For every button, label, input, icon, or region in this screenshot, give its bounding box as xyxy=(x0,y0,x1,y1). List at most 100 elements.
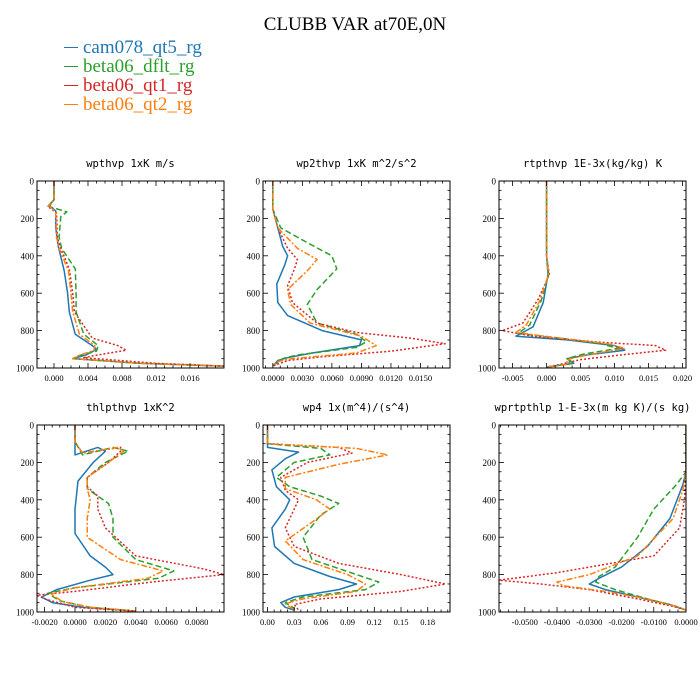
x-tick-label: 0.020 xyxy=(673,373,692,383)
y-tick-label: 800 xyxy=(483,570,497,580)
series-group xyxy=(37,425,224,612)
y-tick-label: 400 xyxy=(21,251,35,261)
series-group xyxy=(499,425,686,611)
series-line-4 xyxy=(49,425,164,612)
chart-panel-4: thlpthvp 1xK^2 0 200 400 600 800 1000-0.0020 0.… xyxy=(16,402,225,627)
series-line-3 xyxy=(499,425,686,611)
x-tick-label: 0.0090 xyxy=(350,373,373,383)
y-tick-label: 200 xyxy=(483,214,497,224)
series-line-1 xyxy=(266,425,358,611)
x-tick-label: 0.0020 xyxy=(94,617,117,627)
panel-title: wp2thvp 1xK m^2/s^2 xyxy=(296,158,416,170)
x-tick-label: 0.15 xyxy=(394,617,409,627)
panel-title: thlpthvp 1xK^2 xyxy=(86,402,175,414)
x-tick-label: 0.0030 xyxy=(291,373,314,383)
series-group xyxy=(47,181,224,367)
x-tick-label: 0.0150 xyxy=(409,373,432,383)
series-line-3 xyxy=(37,425,224,612)
panel-title: rtpthvp 1E-3x(kg/kg) K xyxy=(523,158,663,170)
y-tick-label: 0 xyxy=(30,421,35,431)
y-tick-label: 200 xyxy=(483,458,497,468)
page-title: CLUBB VAR at70E,0N xyxy=(263,14,447,35)
panel-title: wp4 1x(m^4)/(s^4) xyxy=(303,402,410,414)
legend-item: beta06_dflt_rg xyxy=(64,57,202,76)
x-tick-label: 0.0120 xyxy=(379,373,402,383)
series-line-1 xyxy=(272,181,363,367)
x-tick-label: -0.0020 xyxy=(31,617,57,627)
x-tick-label: -0.0200 xyxy=(608,617,634,627)
y-tick-label: 600 xyxy=(247,533,261,543)
chart-panel-1: wpthvp 1xK m/s 0 200 400 600 800 1000 0.000 0.00… xyxy=(16,158,225,383)
legend-item: cam078_qt5_rg xyxy=(64,38,202,57)
series-line-2 xyxy=(594,425,686,611)
chart-panel-3: rtpthvp 1E-3x(kg/kg) K 0 200 400 600 800 1000-… xyxy=(478,158,692,383)
y-tick-label: 800 xyxy=(21,326,35,336)
legend-label: beta06_qt1_rg xyxy=(83,75,193,96)
y-tick-label: 1000 xyxy=(16,364,35,374)
legend-swatch xyxy=(64,46,78,49)
x-tick-label: 0.03 xyxy=(287,617,302,627)
x-tick-label: 0.008 xyxy=(112,373,131,383)
y-tick-label: 0 xyxy=(492,177,497,187)
x-tick-label: -0.0500 xyxy=(512,617,538,627)
legend-swatch xyxy=(64,65,78,68)
y-tick-label: 600 xyxy=(483,289,497,299)
legend-item: beta06_qt2_rg xyxy=(64,95,202,114)
legend-swatch xyxy=(64,103,78,106)
y-tick-label: 800 xyxy=(21,570,35,580)
x-tick-label: 0.000 xyxy=(44,373,63,383)
x-tick-label: 0.0000 xyxy=(674,617,697,627)
x-tick-label: 0.0080 xyxy=(185,617,208,627)
x-tick-label: 0.015 xyxy=(639,373,658,383)
x-tick-label: -0.0300 xyxy=(576,617,602,627)
series-line-2 xyxy=(47,181,224,367)
y-tick-label: 400 xyxy=(21,495,35,505)
y-tick-label: 0 xyxy=(30,177,35,187)
x-tick-label: 0.06 xyxy=(313,617,328,627)
series-group xyxy=(266,425,447,611)
legend-item: beta06_qt1_rg xyxy=(64,76,202,95)
legend-label: beta06_qt2_rg xyxy=(83,94,193,115)
series-line-4 xyxy=(266,425,389,611)
y-tick-label: 400 xyxy=(483,495,497,505)
series-line-3 xyxy=(501,181,667,368)
x-tick-label: 0.0000 xyxy=(261,373,284,383)
x-tick-label: 0.09 xyxy=(340,617,355,627)
series-line-3 xyxy=(48,181,224,367)
y-tick-label: 200 xyxy=(21,458,35,468)
x-tick-label: 0.00 xyxy=(260,617,275,627)
series-line-4 xyxy=(556,425,686,611)
y-tick-label: 800 xyxy=(247,326,261,336)
x-tick-label: 0.004 xyxy=(78,373,98,383)
y-tick-label: 0 xyxy=(256,421,261,431)
legend-swatch xyxy=(64,84,78,87)
y-tick-label: 0 xyxy=(492,421,497,431)
panel-title: wprtpthlp 1-E-3x(m kg K)/(s kg) xyxy=(495,402,691,414)
y-tick-label: 200 xyxy=(247,214,261,224)
y-tick-label: 1000 xyxy=(478,364,497,374)
y-tick-label: 200 xyxy=(21,214,35,224)
legend-label: cam078_qt5_rg xyxy=(83,37,202,58)
series-line-4 xyxy=(48,181,224,367)
x-tick-label: 0.18 xyxy=(420,617,435,627)
x-tick-label: -0.0400 xyxy=(544,617,570,627)
x-tick-label: 0.000 xyxy=(537,373,556,383)
series-group xyxy=(272,181,446,367)
series-line-3 xyxy=(272,181,446,367)
y-tick-label: 600 xyxy=(247,289,261,299)
series-group xyxy=(501,181,667,368)
x-tick-label: 0.012 xyxy=(146,373,165,383)
y-tick-label: 400 xyxy=(247,251,261,261)
panel-title: wpthvp 1xK m/s xyxy=(86,158,175,170)
y-tick-label: 1000 xyxy=(16,608,35,618)
y-tick-label: 400 xyxy=(483,251,497,261)
y-tick-label: 200 xyxy=(247,458,261,468)
x-tick-label: 0.0060 xyxy=(320,373,343,383)
series-line-2 xyxy=(272,181,368,367)
series-line-1 xyxy=(40,425,136,612)
x-tick-label: 0.0000 xyxy=(63,617,86,627)
series-line-4 xyxy=(272,181,377,367)
x-tick-label: -0.005 xyxy=(502,373,524,383)
series-line-3 xyxy=(266,425,447,611)
x-tick-label: 0.010 xyxy=(605,373,624,383)
